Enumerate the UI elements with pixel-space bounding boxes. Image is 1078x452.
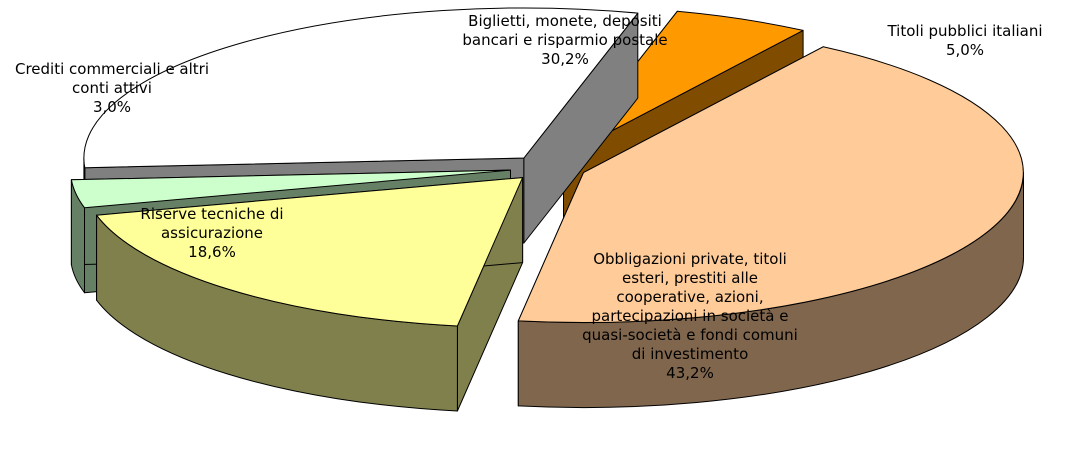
label-percent: 30,2% xyxy=(541,50,589,68)
label-percent: 5,0% xyxy=(945,41,985,59)
label-percent: 3,0% xyxy=(92,98,132,116)
label-percent: 18,6% xyxy=(188,243,236,261)
label-category: Titoli pubblici italiani xyxy=(887,22,1043,40)
slice-label: Biglietti, monete, depositi bancari e ri… xyxy=(460,12,670,69)
slice-top xyxy=(563,10,804,157)
slice-label: Titoli pubblici italiani 5,0% xyxy=(855,22,1075,60)
slice-top xyxy=(96,177,524,327)
slice-top xyxy=(70,169,511,209)
label-category: Riserve tecniche di assicurazione xyxy=(140,205,284,242)
slice-label: Crediti commerciali e altri conti attivi… xyxy=(2,60,222,117)
slice-label: Obbligazioni private, titoli esteri, pre… xyxy=(575,250,805,383)
slice-top xyxy=(517,46,1024,324)
slice-label: Riserve tecniche di assicurazione 18,6% xyxy=(107,205,317,262)
label-percent: 43,2% xyxy=(666,364,714,382)
label-category: Biglietti, monete, depositi bancari e ri… xyxy=(462,12,668,49)
slice-top xyxy=(83,7,639,169)
label-category: Obbligazioni private, titoli esteri, pre… xyxy=(582,250,798,363)
label-category: Crediti commerciali e altri conti attivi xyxy=(14,60,210,97)
